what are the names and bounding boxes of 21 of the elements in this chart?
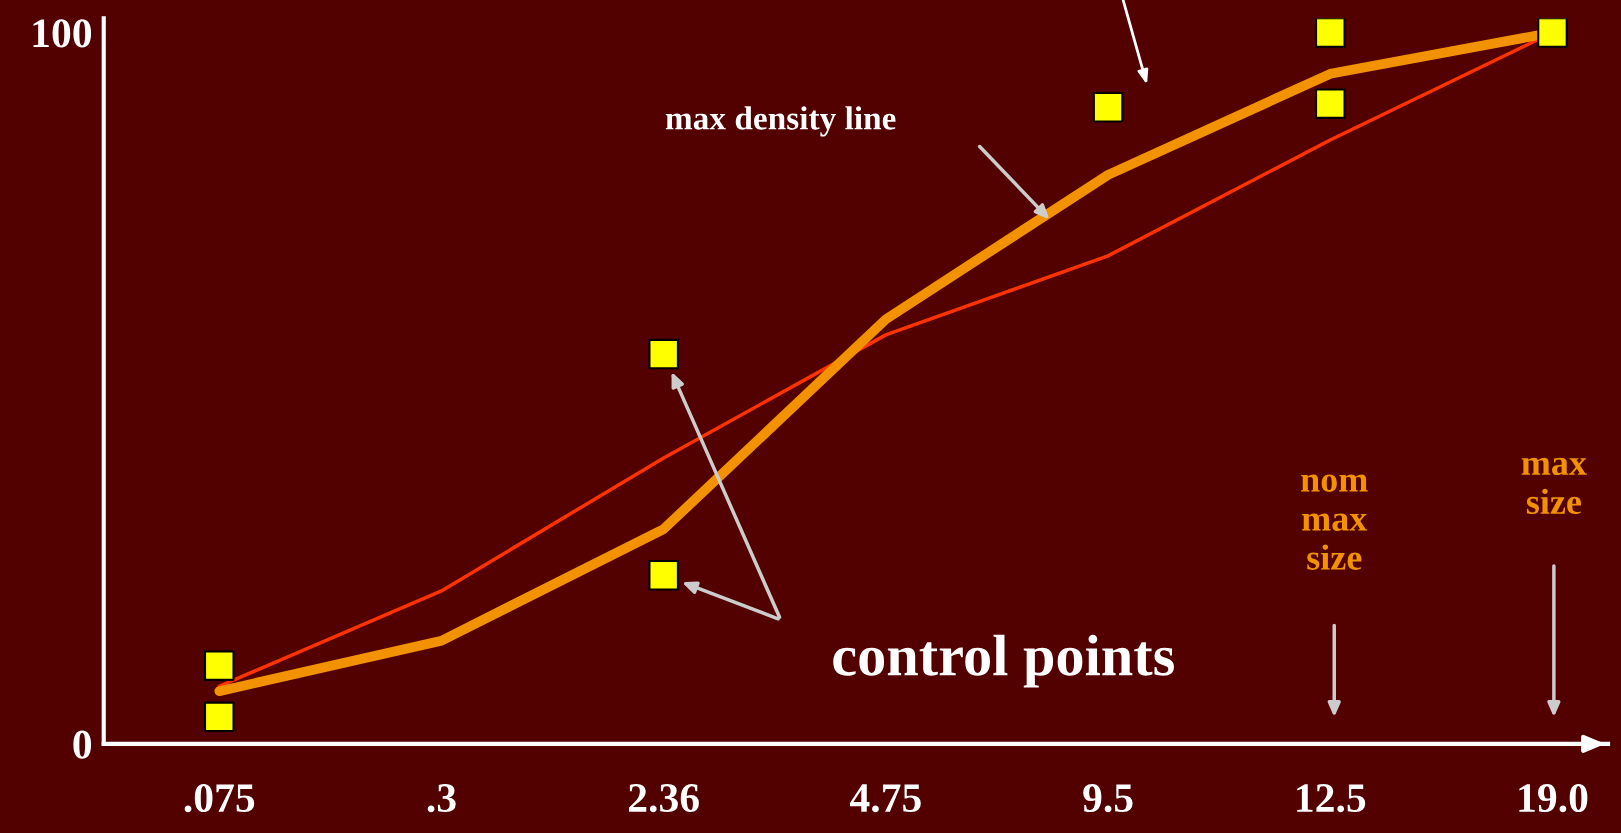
annotation: max density line (665, 106, 896, 137)
x-tick-label: 19.0 (1519, 783, 1588, 813)
x-tick-label: 4.75 (850, 784, 921, 813)
point (1537, 18, 1568, 48)
point (204, 701, 235, 733)
annotation: control points (833, 634, 1174, 688)
y-tick-label: 100 (33, 19, 92, 48)
point (1315, 88, 1346, 119)
annotation: max size (1521, 457, 1587, 515)
point (648, 338, 679, 370)
x-tick-label: .075 (184, 783, 255, 813)
y-tick-label: 0 (73, 730, 92, 759)
x-tick-label: .3 (427, 784, 456, 813)
point (1315, 18, 1346, 48)
x-tick-label: 12.5 (1297, 784, 1366, 813)
point (1092, 91, 1124, 123)
point (204, 650, 235, 681)
annotation: nom max size (1301, 474, 1368, 570)
x-tick-label: 9.5 (1083, 784, 1133, 813)
x-tick-label: 2.36 (628, 784, 699, 813)
point (648, 560, 679, 591)
